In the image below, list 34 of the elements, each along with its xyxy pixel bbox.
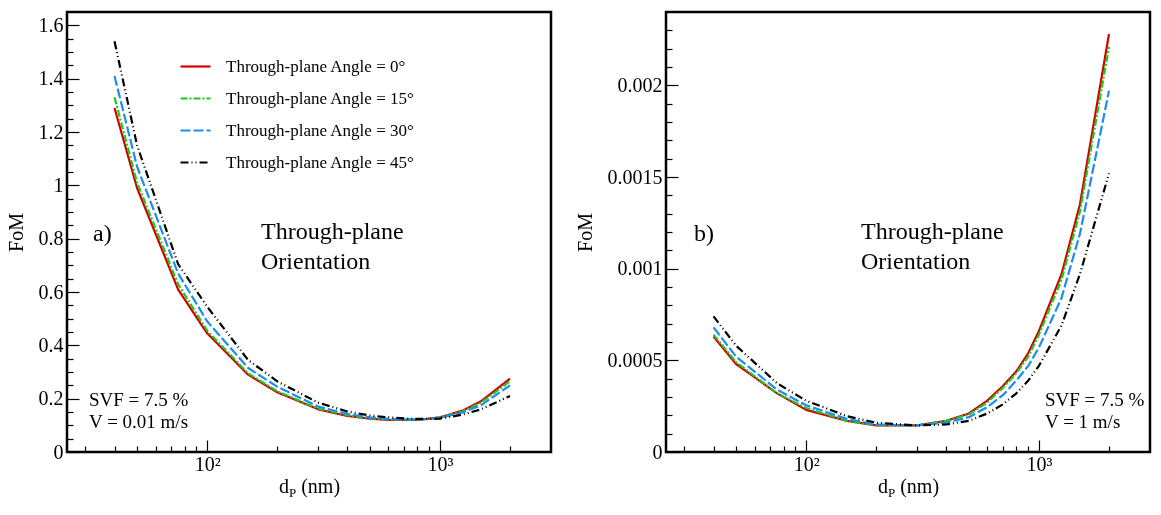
y-axis-title: FoM [573, 212, 596, 252]
y-tick-label: 1 [53, 173, 64, 196]
y-tick-label: 0.0005 [607, 348, 663, 371]
y-tick-label: 0.6 [38, 280, 64, 303]
legend-label: Through-plane Angle = 45° [226, 152, 414, 172]
annotation: SVF = 7.5 % [89, 389, 189, 410]
x-tick-label: 10³ [427, 452, 454, 475]
annotation: b) [694, 220, 714, 246]
y-tick-label: 0.4 [38, 333, 64, 356]
y-tick-label: 0.0015 [607, 165, 663, 188]
y-tick-label: 1.4 [38, 67, 64, 90]
annotation: V = 1 m/s [1045, 411, 1121, 432]
y-tick-label: 0.002 [617, 73, 663, 96]
x-axis-title: d$_{P}$ (nm) [278, 474, 341, 500]
x-tick-label: 10³ [1026, 452, 1053, 475]
y-tick-label: 1.2 [38, 120, 64, 143]
legend-label: Through-plane Angle = 0° [226, 56, 406, 76]
y-tick-label: 0.001 [617, 257, 663, 280]
annotation: V = 0.01 m/s [89, 411, 189, 432]
x-tick-label: 10² [194, 452, 221, 475]
y-tick-label: 0.2 [38, 387, 64, 410]
y-tick-label: 1.6 [38, 13, 64, 36]
y-tick-label: 0 [652, 440, 663, 463]
y-axis-title: FoM [4, 212, 27, 252]
y-tick-label: 0 [53, 440, 64, 463]
annotation: Through-plane Orientation [261, 218, 404, 274]
y-tick-label: 0.8 [38, 227, 64, 250]
annotation: Through-plane Orientation [861, 218, 1004, 274]
x-axis-title: d$_{P}$ (nm) [877, 474, 940, 500]
annotation: a) [93, 220, 112, 246]
x-tick-label: 10² [793, 452, 820, 475]
legend-label: Through-plane Angle = 30° [226, 120, 414, 140]
annotation: SVF = 7.5 % [1045, 389, 1145, 410]
legend-label: Through-plane Angle = 15° [226, 88, 414, 108]
